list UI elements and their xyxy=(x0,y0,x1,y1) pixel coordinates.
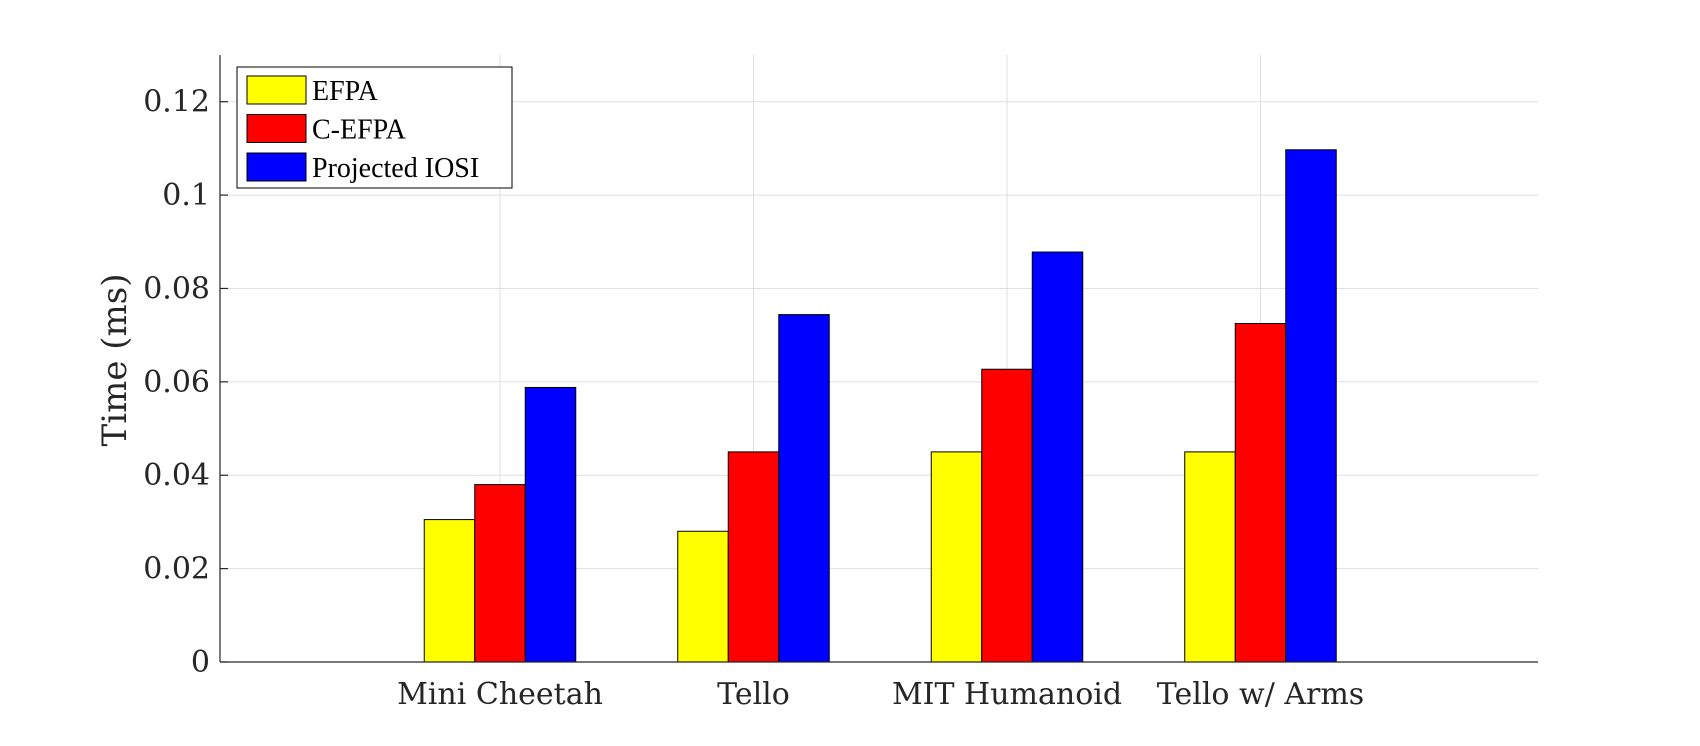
bar-c-efpa-3 xyxy=(1234,322,1287,663)
bar-efpa-2 xyxy=(930,451,983,663)
y-axis-label: Time (ms) xyxy=(95,274,135,447)
y-tick-label: 0.04 xyxy=(143,458,210,493)
y-tick-label: 0.08 xyxy=(143,271,210,306)
legend: EFPA C-EFPA Projected IOSI xyxy=(236,66,513,189)
bar-projected-iosi-3 xyxy=(1285,149,1337,663)
y-tick-label: 0.1 xyxy=(162,178,210,213)
legend-swatch-projected-iosi xyxy=(246,152,307,182)
y-tick-label: 0 xyxy=(191,645,210,680)
bar-projected-iosi-2 xyxy=(1031,251,1084,663)
bar-c-efpa-1 xyxy=(727,451,780,663)
bar-projected-iosi-0 xyxy=(524,386,577,663)
bar-c-efpa-2 xyxy=(981,368,1033,663)
bar-efpa-0 xyxy=(423,519,476,663)
legend-swatch-c-efpa xyxy=(246,114,307,143)
x-tick-labels: Mini Cheetah Tello MIT Humanoid Tello w/ Ar… xyxy=(397,677,1364,712)
bar-efpa-3 xyxy=(1184,451,1236,663)
y-tick-labels: 0 0.02 0.04 0.06 0.08 0.1 0.12 xyxy=(143,85,210,680)
y-tick-label: 0.12 xyxy=(143,85,210,120)
legend-label: EFPA xyxy=(312,76,379,107)
legend-swatch-efpa xyxy=(246,75,307,105)
bar-efpa-1 xyxy=(677,530,729,663)
legend-label: Projected IOSI xyxy=(312,153,479,184)
x-tick-label: MIT Humanoid xyxy=(892,677,1122,712)
axes xyxy=(219,55,1538,663)
x-tick-label: Tello w/ Arms xyxy=(1157,677,1364,712)
bars xyxy=(423,149,1337,663)
bar-c-efpa-0 xyxy=(474,484,526,663)
y-tick-label: 0.06 xyxy=(143,365,210,400)
legend-label: C-EFPA xyxy=(312,115,407,146)
x-tick-label: Mini Cheetah xyxy=(397,677,603,712)
y-tick-label: 0.02 xyxy=(143,552,210,587)
x-tick-label: Tello xyxy=(717,677,790,712)
bar-projected-iosi-1 xyxy=(778,314,830,663)
